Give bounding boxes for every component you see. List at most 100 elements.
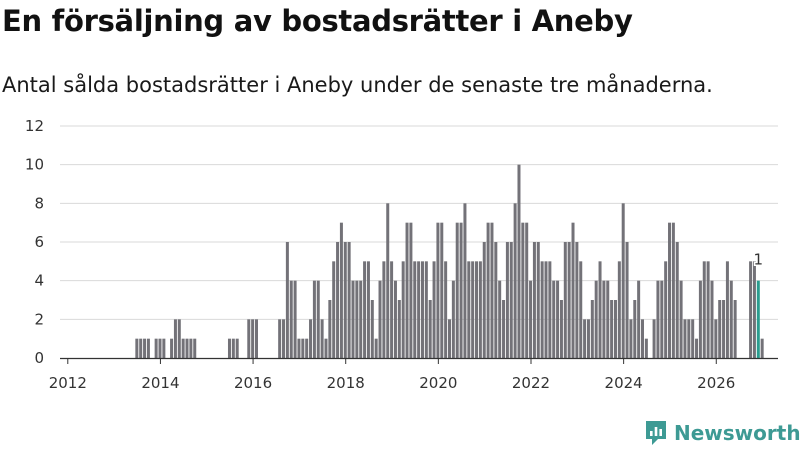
bar — [386, 203, 390, 358]
bar — [448, 319, 451, 358]
bar — [478, 261, 482, 358]
bar — [559, 300, 563, 358]
bar — [695, 338, 699, 358]
bar — [255, 319, 258, 358]
x-tick-label: 2020 — [419, 374, 457, 392]
y-tick-label: 4 — [34, 272, 44, 290]
x-tick-label: 2018 — [327, 374, 365, 392]
x-tick-label: 2016 — [234, 374, 272, 392]
bar — [629, 319, 633, 358]
bar — [687, 319, 691, 358]
bar — [691, 319, 695, 358]
bar — [532, 242, 536, 358]
x-tick-label: 2022 — [512, 374, 550, 392]
bar — [135, 338, 139, 358]
bar — [548, 261, 552, 358]
bar — [583, 319, 587, 358]
bar — [231, 338, 235, 358]
bar — [652, 319, 656, 358]
bar — [451, 280, 455, 358]
bar — [529, 280, 533, 358]
bar — [305, 338, 309, 358]
bar-value-label: 1 — [754, 251, 764, 269]
bar — [683, 319, 687, 358]
bar — [324, 338, 328, 358]
bar — [393, 280, 397, 358]
y-axis: 0 2 4 6 8 10 12 — [25, 117, 44, 367]
bar — [158, 338, 162, 358]
bar — [513, 203, 517, 358]
bar — [320, 319, 324, 358]
bar — [610, 300, 614, 358]
bar — [482, 242, 486, 358]
bar — [679, 280, 683, 358]
bar — [517, 164, 521, 358]
bar — [173, 319, 177, 358]
bar — [154, 338, 158, 358]
bar — [170, 338, 174, 358]
bar — [586, 319, 590, 358]
bar — [413, 261, 417, 358]
bar — [749, 261, 753, 358]
bar — [660, 280, 664, 358]
bar — [370, 300, 374, 358]
bar — [722, 300, 726, 358]
bar — [289, 280, 293, 358]
bar — [235, 338, 239, 358]
bar — [494, 242, 498, 358]
bar — [579, 261, 583, 358]
bar — [282, 319, 286, 358]
bar — [509, 242, 513, 358]
y-tick-label: 10 — [25, 156, 44, 174]
bar — [390, 261, 394, 358]
annotations: 1 — [752, 249, 765, 270]
bar — [251, 319, 255, 358]
bar — [602, 280, 606, 358]
y-tick-label: 2 — [34, 310, 44, 328]
bar — [417, 261, 421, 358]
bar — [227, 338, 231, 358]
y-tick-label: 6 — [34, 233, 44, 251]
bar — [463, 203, 467, 358]
bar — [594, 280, 598, 358]
bar — [347, 242, 351, 358]
bar — [328, 300, 332, 358]
bar — [301, 338, 305, 358]
y-tick-label: 0 — [34, 349, 44, 367]
bar — [552, 280, 556, 358]
bar — [343, 242, 347, 358]
bar — [285, 242, 289, 358]
bar — [671, 222, 675, 358]
x-tick-label: 2014 — [141, 374, 179, 392]
bar — [436, 222, 440, 358]
bar — [668, 222, 672, 358]
bar — [486, 222, 490, 358]
bar — [336, 242, 340, 358]
bar — [363, 261, 367, 358]
bar — [405, 222, 409, 358]
bar — [177, 319, 181, 358]
bar — [641, 319, 644, 358]
bar — [613, 300, 617, 358]
bar — [490, 222, 494, 358]
bar — [475, 261, 479, 358]
bar — [752, 261, 756, 358]
bar — [185, 338, 189, 358]
bar — [621, 203, 625, 358]
brand-name: Newsworthy — [674, 421, 800, 445]
bar — [440, 222, 444, 358]
x-tick-label: 2024 — [605, 374, 643, 392]
bar — [471, 261, 475, 358]
bar — [536, 242, 540, 358]
bar — [467, 261, 471, 358]
chart-title: En försäljning av bostadsrätter i Aneby — [2, 4, 633, 38]
bar — [143, 338, 147, 358]
x-axis: 2012 2014 2016 2018 2020 2022 2024 2026 — [49, 357, 778, 392]
bar — [556, 280, 560, 358]
bar — [366, 261, 370, 358]
bar — [181, 338, 185, 358]
bar — [316, 280, 320, 358]
bar — [374, 338, 378, 358]
bar — [733, 300, 737, 358]
